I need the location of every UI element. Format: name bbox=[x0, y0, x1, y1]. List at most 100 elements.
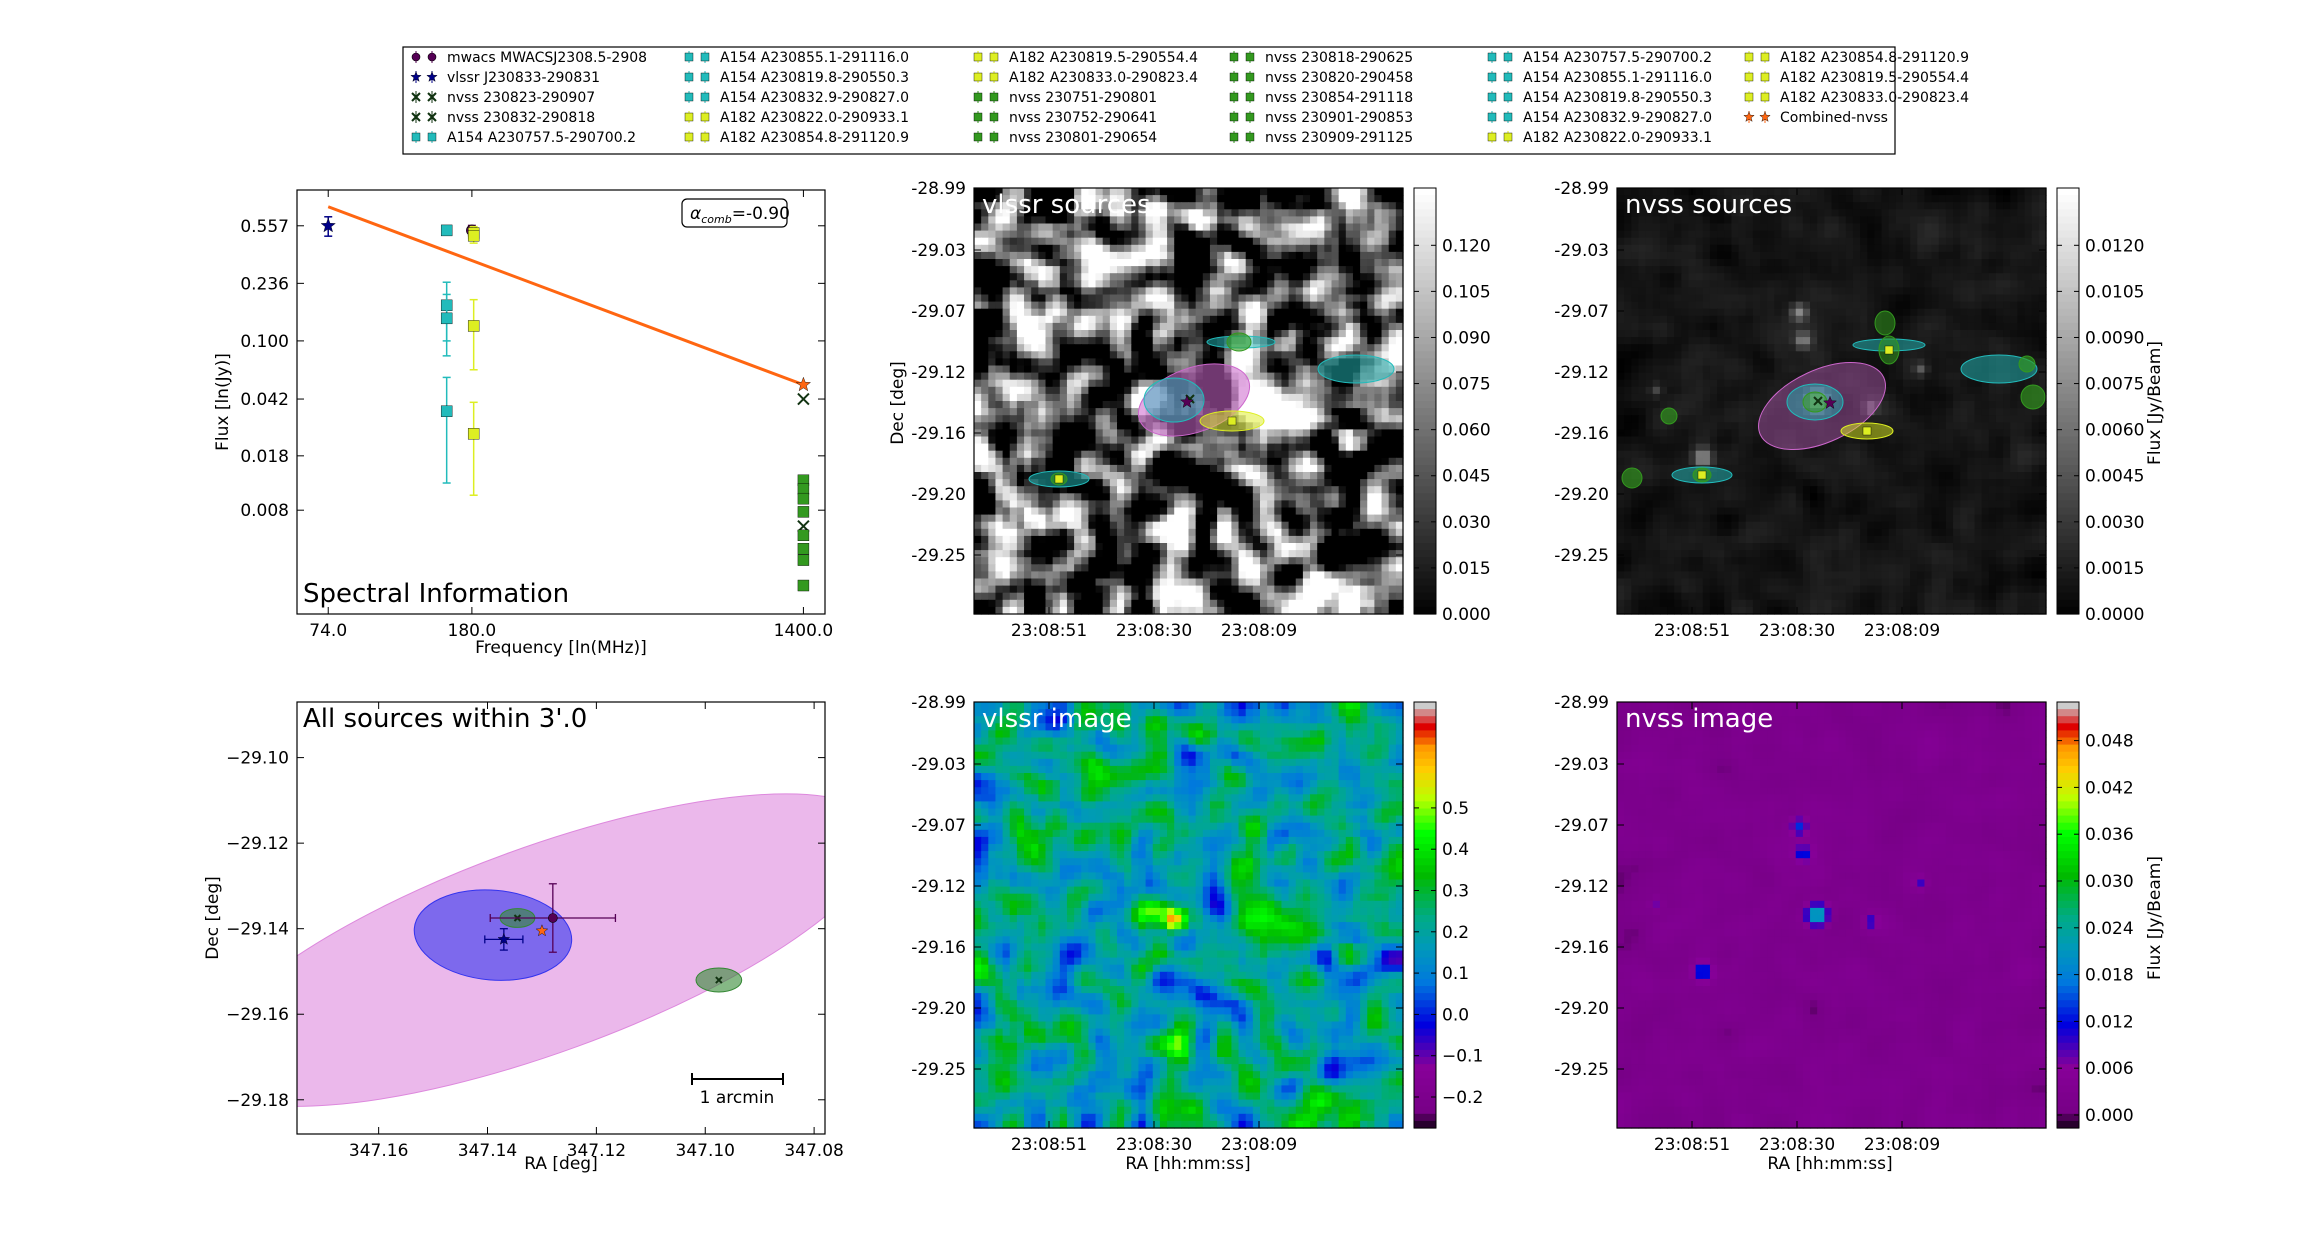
y-tick-label: -29.03 bbox=[1554, 755, 1609, 775]
legend-marker bbox=[411, 112, 421, 122]
colorbar-tick-label: 0.0045 bbox=[2085, 467, 2144, 487]
colorbar-tick-label: 0.000 bbox=[2085, 1106, 2134, 1126]
source-ellipse bbox=[1621, 467, 1643, 489]
legend-label: A182 A230822.0-290933.1 bbox=[1523, 130, 1712, 146]
all-sources-panel: 347.16 347.14 347.12 347.10 347.08 −29.10 −29.… bbox=[203, 701, 844, 1174]
legend-entry: A154 A230819.8-290550.3 bbox=[1487, 90, 1712, 106]
colorbar: 0.0000 0.0015 0.0030 0.0045 0.0060 0.0075 0.00… bbox=[2056, 187, 2144, 625]
heatmap-image bbox=[1617, 188, 2047, 615]
y-tick-label: −29.10 bbox=[226, 749, 289, 769]
nvss-marker bbox=[715, 976, 723, 984]
colorbar-tick-label: 0.5 bbox=[1442, 799, 1469, 819]
legend-marker bbox=[1760, 72, 1770, 82]
vlssr-sources-panel: vlssr sources -28.99 -29.03 -29.07 -29.12 -29… bbox=[911, 179, 1490, 641]
legend-marker bbox=[973, 112, 983, 122]
y-tick-label: 0.100 bbox=[240, 332, 289, 352]
x-tick-label: 23:08:09 bbox=[1864, 1135, 1940, 1155]
legend-entry: A154 A230832.9-290827.0 bbox=[684, 90, 909, 106]
legend-label: A154 A230819.8-290550.3 bbox=[720, 70, 909, 86]
legend-marker bbox=[989, 92, 999, 102]
alpha-value: =-0.90 bbox=[732, 204, 790, 224]
legend-entry: A182 A230833.0-290823.4 bbox=[973, 70, 1198, 86]
legend-marker bbox=[700, 92, 710, 102]
y-tick-label: -29.07 bbox=[1554, 302, 1609, 322]
legend-marker bbox=[427, 52, 437, 62]
spectral-ylabel: Flux [ln(Jy)] bbox=[213, 353, 233, 451]
colorbar-tick-label: 0.045 bbox=[1442, 467, 1491, 487]
x-tick-label: 23:08:09 bbox=[1221, 621, 1297, 641]
x-tick-label: 23:08:09 bbox=[1864, 621, 1940, 641]
legend-marker bbox=[989, 112, 999, 122]
legend-marker bbox=[1245, 132, 1255, 142]
legend-marker bbox=[427, 92, 437, 102]
source-ellipse bbox=[2018, 355, 2036, 373]
y-tick-label: −29.12 bbox=[226, 834, 289, 854]
legend-entry: A154 A230855.1-291116.0 bbox=[1487, 70, 1712, 86]
legend-marker bbox=[700, 52, 710, 62]
legend-marker bbox=[700, 72, 710, 82]
legend-entry: nvss 230820-290458 bbox=[1229, 70, 1413, 86]
legend-marker bbox=[1245, 112, 1255, 122]
y-tick-label: -29.16 bbox=[911, 938, 966, 958]
legend-marker bbox=[989, 72, 999, 82]
spectral-point bbox=[797, 554, 810, 566]
legend-label: A182 A230854.8-291120.9 bbox=[720, 130, 909, 146]
legend-label: A154 A230855.1-291116.0 bbox=[1523, 70, 1712, 86]
x-tick-label: 347.12 bbox=[567, 1141, 626, 1161]
y-tick-label: -28.99 bbox=[1554, 693, 1609, 713]
legend-entry: nvss 230832-290818 bbox=[411, 110, 595, 126]
legend-entry: A182 A230833.0-290823.4 bbox=[1744, 90, 1969, 106]
legend-entry: nvss 230901-290853 bbox=[1229, 110, 1413, 126]
colorbar-tick-label: 0.0090 bbox=[2085, 328, 2144, 348]
colorbar-tick-label: 0.120 bbox=[1442, 236, 1491, 256]
legend-marker bbox=[427, 132, 437, 142]
legend-label: A154 A230757.5-290700.2 bbox=[447, 130, 636, 146]
y-tick-label: −29.14 bbox=[226, 920, 289, 940]
y-tick-label: 0.008 bbox=[240, 501, 289, 521]
heatmap-image bbox=[1617, 702, 2047, 1129]
y-tick-label: 0.236 bbox=[240, 274, 289, 294]
source-ellipse bbox=[1226, 332, 1252, 352]
a182-marker bbox=[1697, 470, 1707, 480]
colorbar-tick-label: 0.0060 bbox=[2085, 421, 2144, 441]
a182-marker bbox=[1227, 416, 1237, 426]
colorbar-tick-label: 0.030 bbox=[1442, 513, 1491, 533]
legend-marker bbox=[1487, 92, 1497, 102]
all-sources-panel-title: All sources within 3'.0 bbox=[303, 704, 587, 734]
scalebar-label: 1 arcmin bbox=[700, 1088, 775, 1108]
legend-marker bbox=[1744, 52, 1754, 62]
legend-entry: A154 A230855.1-291116.0 bbox=[684, 50, 909, 66]
legend-label: A182 A230822.0-290933.1 bbox=[720, 110, 909, 126]
y-tick-label: -29.07 bbox=[911, 302, 966, 322]
legend-marker bbox=[684, 132, 694, 142]
legend-label: Combined-nvss bbox=[1780, 110, 1888, 126]
y-tick-label: -29.20 bbox=[911, 999, 966, 1019]
legend: mwacs MWACSJ2308.5-2908 vlssr J230833-290… bbox=[402, 46, 1969, 155]
legend-label: nvss 230818-290625 bbox=[1265, 50, 1413, 66]
y-tick-label: -29.25 bbox=[911, 1060, 966, 1080]
image-frame bbox=[1616, 701, 2047, 1129]
legend-marker bbox=[1503, 52, 1513, 62]
spectral-point bbox=[467, 230, 480, 242]
legend-entry: A154 A230832.9-290827.0 bbox=[1487, 110, 1712, 126]
colorbar-tick-label: 0.024 bbox=[2085, 919, 2134, 939]
a182-marker bbox=[1054, 474, 1064, 484]
spectral-xlabel: Frequency [ln(MHz)] bbox=[475, 638, 647, 658]
spectral-information-panel: 74.0 180.0 1400.0 0.557 0.236 0.100 0.042 0.018… bbox=[213, 189, 833, 658]
legend-entry: nvss 230801-290654 bbox=[973, 130, 1157, 146]
spectral-panel-title: Spectral Information bbox=[303, 579, 569, 609]
colorbar-tick-label: 0.0120 bbox=[2085, 236, 2144, 256]
vlssr-image-panel: vlssr image -28.99 -29.03 -29.07 -29.12 -29.1… bbox=[911, 693, 1483, 1155]
y-tick-label: -29.20 bbox=[1554, 485, 1609, 505]
heatmap-image bbox=[974, 188, 1404, 615]
legend-label: nvss 230854-291118 bbox=[1265, 90, 1413, 106]
nvss-marker bbox=[1813, 396, 1823, 406]
legend-marker bbox=[684, 52, 694, 62]
x-tick-label: 74.0 bbox=[309, 621, 347, 641]
all-sources-plot-frame bbox=[296, 701, 826, 1135]
legend-marker bbox=[1229, 112, 1239, 122]
legend-label: nvss 230909-291125 bbox=[1265, 130, 1413, 146]
spectral-point bbox=[467, 320, 480, 332]
legend-label: A154 A230819.8-290550.3 bbox=[1523, 90, 1712, 106]
colorbar-tick-label: 0.4 bbox=[1442, 840, 1469, 860]
